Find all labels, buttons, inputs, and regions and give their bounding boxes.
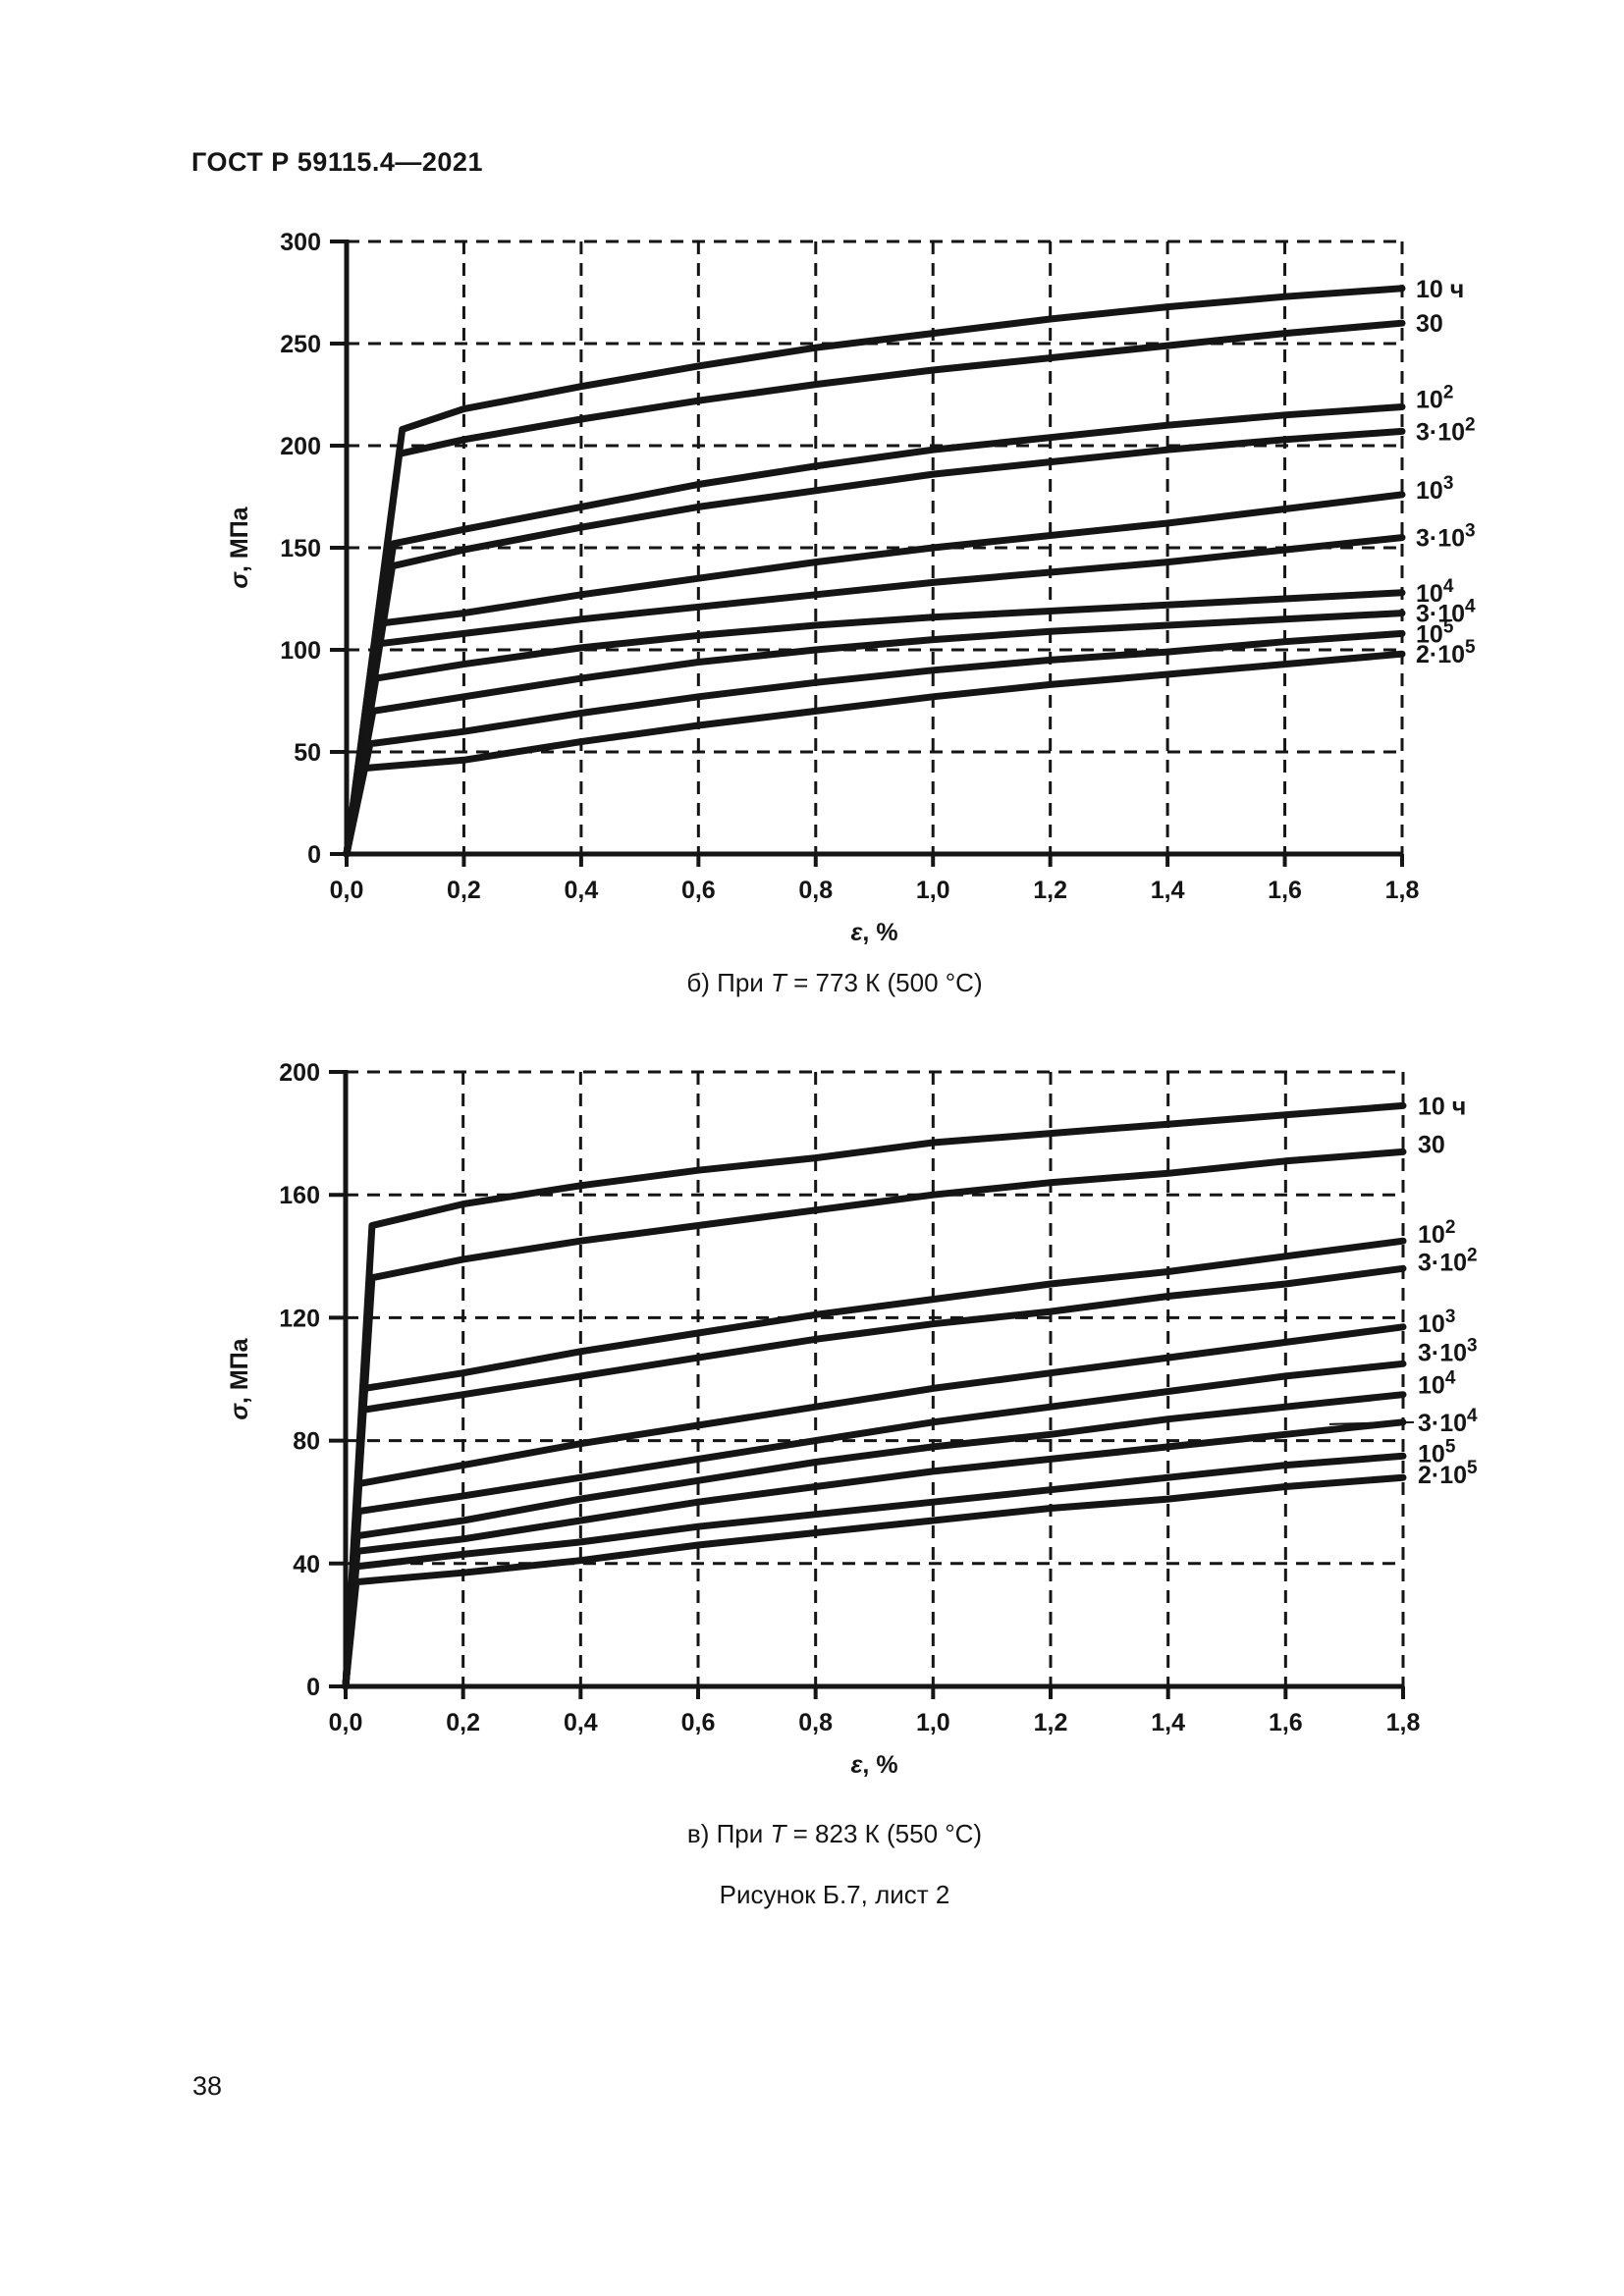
y-tick-label: 250 [280,331,321,358]
curve-label-2·10^5: 2·105 [1418,1458,1478,1489]
x-tick-label: 0,2 [446,1709,480,1736]
x-tick-label: 1,2 [1034,1709,1068,1736]
curve-10^3 [342,1323,1407,1690]
curve-10^2 [342,1237,1407,1690]
x-tick-label: 1,4 [1151,1709,1185,1736]
caption-v-post: = 823 К (550 °С) [785,1819,983,1848]
curve-10^3 [343,491,1406,858]
y-tick-label: 150 [280,535,321,562]
y-axis-title: σ, МПа [226,506,253,588]
caption-v-symbol: T [770,1819,786,1848]
curve-label-10^3: 103 [1416,473,1453,505]
x-tick-label: 1,6 [1268,877,1302,904]
y-tick-label: 40 [293,1551,320,1578]
x-tick-label: 1,2 [1033,877,1067,904]
curve-10 ч [342,1101,1407,1690]
curve-label-3·10^4: 3·104 [1416,597,1476,628]
x-tick-label: 0,0 [329,1709,363,1736]
curve-3·10^4 [342,1418,1407,1690]
curve-30 [343,319,1406,858]
x-axis-title: ε, % [850,1751,897,1779]
x-tick-label: 1,6 [1269,1709,1303,1736]
y-tick-label: 160 [279,1182,320,1209]
curve-label-10^4: 104 [1416,576,1454,608]
x-tick-label: 1,4 [1151,877,1185,904]
curve-3·10^3 [343,534,1406,858]
x-tick-label: 0,4 [565,877,599,904]
axis-ticks [329,1070,1405,1699]
caption-b-post: = 773 К (500 °С) [785,968,983,997]
curve-label-10 ч: 10 ч [1416,276,1464,303]
curve-label-10^3: 103 [1418,1307,1455,1338]
curve-10^5 [343,629,1406,858]
curve-label-3·10^2: 3·102 [1416,414,1476,446]
curve-label-3·10^2: 3·102 [1418,1245,1478,1276]
chart-caption-b: б) При T = 773 К (500 °С) [177,968,1492,998]
x-axis-title: ε, % [850,919,897,946]
curves [342,1101,1407,1690]
x-tick-label: 0,4 [564,1709,598,1736]
curve-label-10^2: 102 [1416,382,1453,413]
curve-10^2 [343,403,1406,858]
curve-label-30: 30 [1416,310,1443,338]
caption-v-pre: в) При [686,1819,771,1848]
curve-10 ч [343,285,1406,858]
x-tick-label: 0,8 [798,1709,833,1736]
chart-caption-v: в) При T = 823 К (550 °С) [177,1819,1492,1849]
chart-b-773k: 0,0 0,2 0,4 0,6 0,8 1,0 1,2 1,4 1,6 1,8 0 50 100 150 2… [226,229,1476,946]
x-tick-label: 0,8 [798,877,833,904]
grid [347,240,1404,854]
x-tick-label: 1,8 [1385,877,1420,904]
page-number: 38 [192,2071,223,2101]
caption-b-symbol: T [771,968,786,997]
leader-line-3·10^4 [1328,1420,1415,1425]
y-tick-label: 100 [280,637,321,665]
curves [343,285,1406,858]
curve-label-3·10^4: 3·104 [1418,1406,1478,1437]
curve-label-10^2: 102 [1418,1217,1455,1249]
curve-label-3·10^3: 3·103 [1418,1335,1478,1366]
x-tick-label: 0,6 [681,1709,716,1736]
curve-label-10^5: 105 [1418,1436,1456,1468]
chart-v-823k: 0,0 0,2 0,4 0,6 0,8 1,0 1,2 1,4 1,6 1,8 0 40 80 120 16… [226,1059,1478,1779]
curve-label-10^5: 105 [1416,616,1454,648]
document-header: ГОСТ Р 59115.4—2021 [191,147,483,177]
curve-label-10 ч: 10 ч [1418,1093,1466,1120]
x-tick-label: 0,2 [447,877,481,904]
curve-10^4 [342,1391,1407,1690]
curve-3·10^2 [343,427,1406,858]
curve-2·10^5 [342,1473,1407,1690]
curve-3·10^3 [342,1360,1407,1690]
y-tick-label: 200 [279,1059,320,1087]
caption-b-pre: б) При [686,968,772,997]
y-tick-label: 0 [306,1674,320,1701]
x-tick-label: 1,0 [916,1709,950,1736]
curve-label-10^4: 104 [1418,1368,1456,1400]
y-tick-label: 200 [280,433,321,460]
curve-3·10^2 [342,1264,1407,1690]
y-axis-title: σ, МПа [226,1337,253,1419]
curve-3·10^4 [343,610,1406,858]
curve-10^5 [342,1452,1407,1690]
y-tick-label: 120 [279,1305,320,1332]
x-tick-label: 0,6 [681,877,716,904]
curve-label-30: 30 [1418,1131,1445,1158]
figure-caption: Рисунок Б.7, лист 2 [719,1880,950,1909]
x-tick-label: 1,8 [1386,1709,1421,1736]
curve-2·10^5 [343,650,1406,858]
x-tick-label: 1,0 [916,877,950,904]
y-tick-label: 80 [293,1428,320,1456]
x-tick-label: 0,0 [330,877,364,904]
y-tick-label: 0 [307,841,321,869]
curve-30 [342,1148,1407,1690]
curve-10^4 [343,589,1406,858]
curve-label-2·10^5: 2·105 [1416,637,1476,668]
y-tick-label: 50 [294,739,321,767]
curve-label-3·10^3: 3·103 [1416,521,1476,553]
y-tick-label: 300 [280,229,321,256]
axes [343,1070,1403,1689]
